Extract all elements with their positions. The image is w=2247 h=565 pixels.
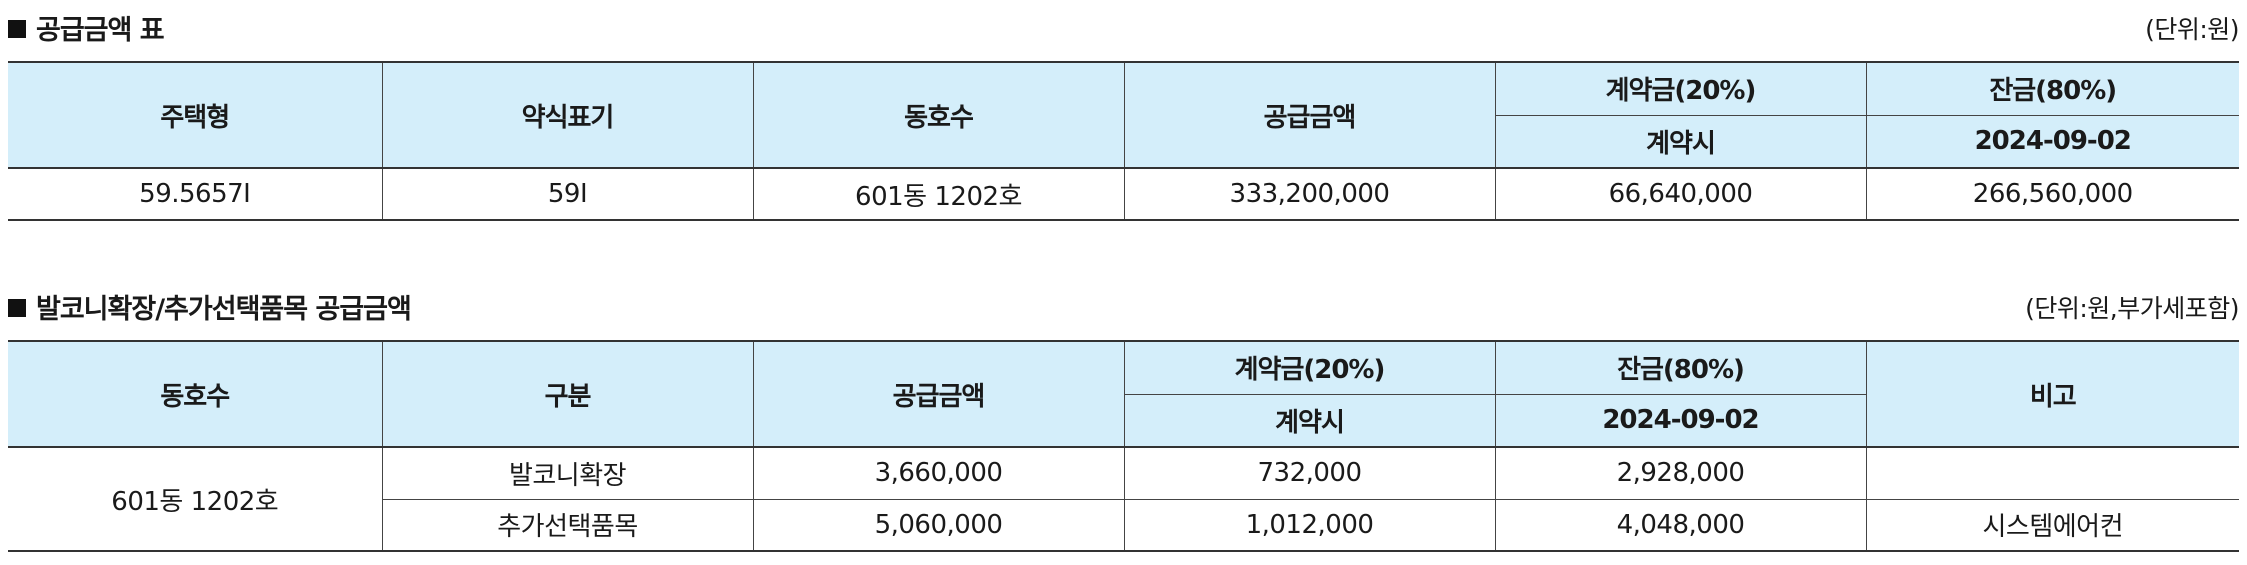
header-balance-date: 2024-09-02 [1494, 393, 1866, 448]
cell-deposit: 66,640,000 [1494, 167, 1867, 221]
unit-note: (단위:원,부가세포함) [2025, 294, 2239, 323]
options-amount-section: 발코니확장/추가선택품목 공급금액 (단위:원,부가세포함) 동호수 구분 공급… [8, 283, 2239, 552]
header-balance: 잔금(80%) [1865, 61, 2239, 116]
cell-supply-amount: 5,060,000 [752, 498, 1125, 552]
section-header: 발코니확장/추가선택품목 공급금액 (단위:원,부가세포함) [8, 283, 2239, 326]
cell-short-label: 59I [381, 167, 754, 221]
supply-amount-table: 주택형 약식표기 동호수 공급금액 계약금(20%) 잔금(80%) 계약시 2… [8, 61, 2239, 221]
header-unit-no: 동호수 [752, 61, 1125, 169]
cell-unit-no: 601동 1202호 [752, 167, 1125, 221]
header-supply-amount: 공급금액 [1123, 61, 1496, 169]
table-row: 601동 1202호 발코니확장 3,660,000 732,000 2,928… [8, 446, 2239, 552]
cell-balance: 4,048,000 [1494, 498, 1867, 552]
header-deposit: 계약금(20%) [1494, 61, 1867, 116]
cell-supply-amount: 3,660,000 [752, 446, 1125, 500]
header-supply-amount: 공급금액 [752, 340, 1125, 448]
header-short-label: 약식표기 [381, 61, 754, 169]
cell-note: 시스템에어컨 [1865, 498, 2239, 552]
table-row: 추가선택품목 5,060,000 1,012,000 4,048,000 시스템… [8, 498, 2239, 552]
header-note: 비고 [1865, 340, 2239, 448]
section-header: 공급금액 표 (단위:원) [8, 4, 2239, 47]
unit-note: (단위:원) [2145, 15, 2239, 44]
cell-note [1865, 446, 2239, 500]
header-deposit: 계약금(20%) [1123, 340, 1496, 395]
options-amount-table: 동호수 구분 공급금액 계약금(20%) 잔금(80%) 비고 계약시 2024… [8, 340, 2239, 552]
cell-unit-no: 601동 1202호 [8, 446, 383, 552]
header-balance: 잔금(80%) [1494, 340, 1867, 395]
cell-supply-amount: 333,200,000 [1123, 167, 1496, 221]
header-deposit-timing: 계약시 [1124, 393, 1496, 448]
cell-deposit: 1,012,000 [1123, 498, 1496, 552]
table-row: 59.5657I 59I 601동 1202호 333,200,000 66,6… [8, 167, 2239, 221]
header-category: 구분 [381, 340, 754, 448]
section-title: 공급금액 표 [8, 8, 165, 47]
header-house-type: 주택형 [8, 61, 383, 169]
cell-category: 추가선택품목 [382, 498, 754, 552]
square-bullet-icon [8, 20, 26, 38]
square-bullet-icon [8, 299, 26, 317]
cell-balance: 2,928,000 [1494, 446, 1867, 500]
cell-deposit: 732,000 [1123, 446, 1496, 500]
supply-amount-section: 공급금액 표 (단위:원) 주택형 약식표기 동호수 공급금액 계약금(20%)… [8, 4, 2239, 221]
cell-category: 발코니확장 [381, 446, 754, 500]
header-unit-no: 동호수 [8, 340, 383, 448]
cell-balance: 266,560,000 [1865, 167, 2239, 221]
cell-house-type: 59.5657I [8, 167, 383, 221]
header-deposit-timing: 계약시 [1495, 114, 1867, 169]
header-balance-date: 2024-09-02 [1865, 114, 2239, 169]
section-title: 발코니확장/추가선택품목 공급금액 [8, 287, 412, 326]
